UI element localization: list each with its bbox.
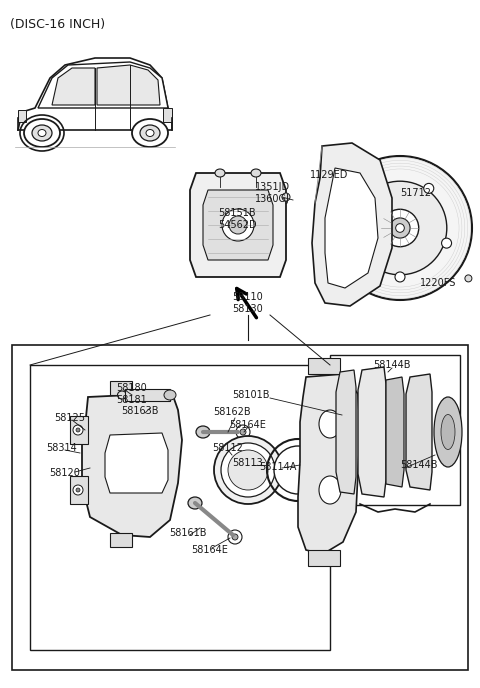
Ellipse shape: [232, 534, 238, 540]
Ellipse shape: [73, 425, 83, 435]
Ellipse shape: [132, 119, 168, 147]
Ellipse shape: [228, 530, 242, 544]
Text: 1129ED: 1129ED: [310, 170, 348, 180]
Text: 1351JD
1360GJ: 1351JD 1360GJ: [255, 182, 290, 204]
Ellipse shape: [381, 209, 419, 247]
Bar: [163, 108, 172, 122]
Polygon shape: [406, 374, 432, 490]
Bar: [30, 365, 330, 650]
Ellipse shape: [434, 397, 462, 467]
Ellipse shape: [228, 450, 268, 490]
Text: 58161B: 58161B: [169, 528, 207, 538]
Polygon shape: [358, 367, 386, 497]
Ellipse shape: [240, 429, 246, 435]
Ellipse shape: [76, 428, 80, 432]
Ellipse shape: [390, 218, 410, 238]
Text: 58101B: 58101B: [232, 390, 270, 400]
Polygon shape: [52, 68, 95, 105]
Polygon shape: [298, 374, 360, 554]
Polygon shape: [190, 173, 286, 277]
Text: 58112: 58112: [213, 443, 243, 453]
Ellipse shape: [441, 414, 455, 449]
Ellipse shape: [215, 169, 225, 177]
Ellipse shape: [396, 224, 404, 233]
Ellipse shape: [424, 184, 434, 193]
Bar: [12, 345, 468, 670]
Text: 58314: 58314: [47, 443, 77, 453]
Bar: [330, 355, 460, 505]
Polygon shape: [203, 190, 273, 260]
Polygon shape: [110, 533, 132, 547]
Ellipse shape: [222, 209, 254, 241]
Polygon shape: [70, 416, 88, 444]
Ellipse shape: [118, 391, 127, 399]
Ellipse shape: [353, 181, 447, 275]
Polygon shape: [308, 358, 340, 374]
Polygon shape: [110, 381, 132, 395]
Text: (DISC-16 INCH): (DISC-16 INCH): [10, 18, 105, 31]
Ellipse shape: [328, 156, 472, 300]
Ellipse shape: [196, 426, 210, 438]
Ellipse shape: [146, 129, 154, 136]
Polygon shape: [38, 62, 168, 108]
Ellipse shape: [348, 238, 359, 248]
Ellipse shape: [465, 275, 472, 282]
Ellipse shape: [221, 443, 275, 497]
Polygon shape: [97, 65, 160, 105]
Ellipse shape: [319, 410, 341, 438]
Text: 58114A: 58114A: [259, 462, 297, 472]
Ellipse shape: [140, 125, 160, 141]
Text: 58144B: 58144B: [373, 360, 411, 370]
Ellipse shape: [274, 446, 322, 494]
Text: 58120: 58120: [49, 468, 81, 478]
Ellipse shape: [145, 391, 155, 399]
Polygon shape: [70, 476, 88, 504]
Text: 58110
58130: 58110 58130: [233, 292, 264, 314]
Ellipse shape: [251, 169, 261, 177]
Text: 58164E: 58164E: [229, 420, 266, 430]
Text: 58144B: 58144B: [400, 460, 437, 470]
Ellipse shape: [73, 485, 83, 495]
Polygon shape: [308, 550, 340, 566]
Polygon shape: [386, 377, 404, 487]
Ellipse shape: [229, 216, 247, 234]
Text: 58113: 58113: [233, 458, 264, 468]
Ellipse shape: [164, 390, 176, 400]
Polygon shape: [325, 168, 378, 288]
Text: 58162B: 58162B: [213, 407, 251, 417]
Polygon shape: [82, 393, 182, 537]
Text: 58151B
54562D: 58151B 54562D: [218, 208, 257, 230]
Polygon shape: [336, 370, 356, 494]
Text: 58163B: 58163B: [121, 406, 159, 416]
Bar: [125, 389, 170, 401]
Ellipse shape: [76, 488, 80, 492]
Ellipse shape: [442, 238, 452, 248]
Text: 1220FS: 1220FS: [420, 278, 456, 288]
Polygon shape: [105, 433, 168, 493]
Ellipse shape: [395, 272, 405, 282]
Text: 51712: 51712: [400, 188, 431, 198]
Polygon shape: [18, 58, 172, 130]
Ellipse shape: [366, 184, 376, 193]
Ellipse shape: [32, 125, 52, 141]
Text: 58180
58181: 58180 58181: [117, 383, 147, 405]
Ellipse shape: [282, 193, 290, 201]
Text: 58164E: 58164E: [192, 545, 228, 555]
Bar: [18, 110, 26, 122]
Text: 58125: 58125: [55, 413, 85, 423]
Ellipse shape: [24, 119, 60, 147]
Ellipse shape: [214, 436, 282, 504]
Ellipse shape: [236, 425, 250, 439]
Ellipse shape: [188, 497, 202, 509]
Polygon shape: [312, 143, 392, 306]
Ellipse shape: [319, 476, 341, 504]
Ellipse shape: [38, 129, 46, 136]
